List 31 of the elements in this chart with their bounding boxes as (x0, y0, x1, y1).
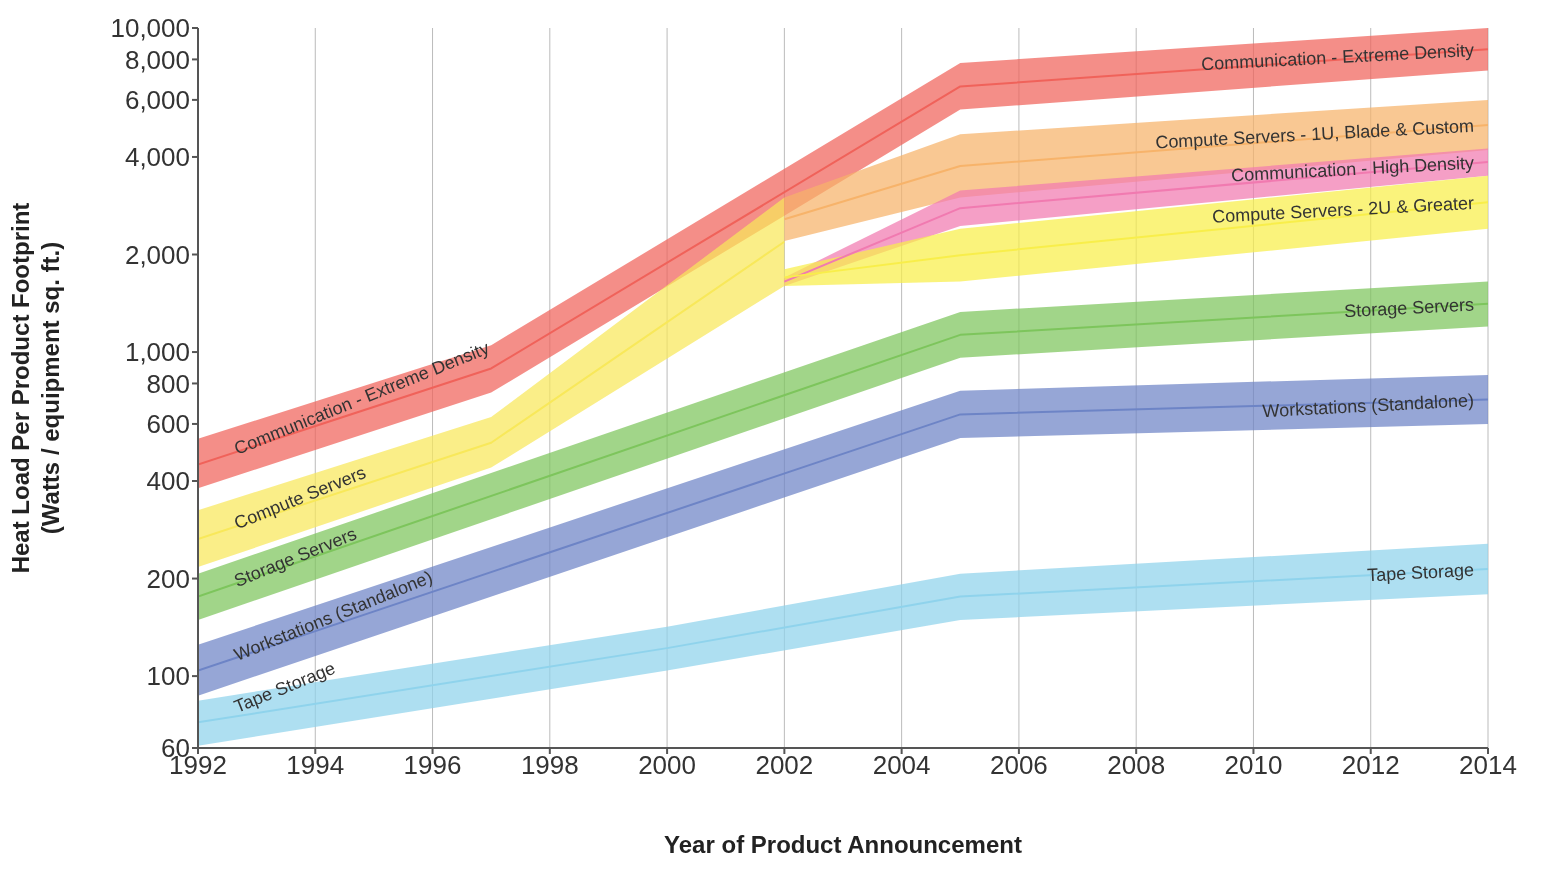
x-tick-label: 2008 (1107, 750, 1166, 781)
x-tick-label: 2006 (989, 750, 1048, 781)
series-label: Tape Storage (1366, 559, 1475, 586)
y-tick-label: 4,000 (124, 142, 190, 173)
series-label: Compute Servers - 2U & Greater (1211, 192, 1475, 227)
y-tick-label: 100 (146, 661, 190, 692)
series-label: Communication - High Density (1230, 152, 1475, 186)
y-tick-label: 200 (146, 563, 190, 594)
x-tick-label: 1994 (286, 750, 345, 781)
y-tick-label: 600 (146, 409, 190, 440)
x-axis-title: Year of Product Announcement (664, 831, 1022, 858)
x-tick-label: 1996 (403, 750, 462, 781)
x-tick-label: 2012 (1341, 750, 1400, 781)
x-tick-label: 2010 (1224, 750, 1283, 781)
x-tick-label: 2002 (755, 750, 814, 781)
y-tick-label: 1,000 (124, 337, 190, 368)
x-tick-label: 2000 (638, 750, 697, 781)
y-tick-label: 400 (146, 466, 190, 497)
series-label: Workstations (Standalone) (1262, 390, 1475, 422)
y-tick-label: 8,000 (124, 44, 190, 75)
x-tick-label: 2004 (872, 750, 931, 781)
y-tick-label: 6,000 (124, 85, 190, 116)
series-label: Compute Servers - 1U, Blade & Custom (1154, 115, 1475, 153)
y-axis-title: Heat Load Per Product Footprint (Watts / equipment sq. ft.) (7, 202, 64, 574)
y-tick-label: 800 (146, 368, 190, 399)
series-label: Storage Servers (1343, 294, 1475, 322)
x-tick-label: 1998 (520, 750, 579, 781)
x-tick-label: 2014 (1459, 750, 1517, 781)
series-label: Communication - Extreme Density (1200, 39, 1475, 75)
y-tick-label: 2,000 (124, 239, 190, 270)
y-tick-label: 10,000 (110, 13, 190, 44)
